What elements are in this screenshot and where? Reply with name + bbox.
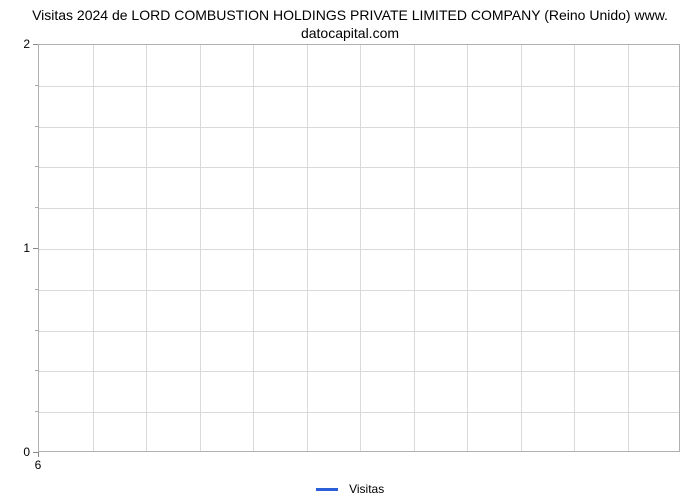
chart-container: Visitas 2024 de LORD COMBUSTION HOLDINGS… [0, 0, 700, 500]
gridline-vertical [628, 45, 629, 451]
y-axis-minor-tick [35, 411, 38, 412]
gridline-vertical [414, 45, 415, 451]
gridline-horizontal [39, 127, 679, 128]
y-axis-minor-tick [35, 85, 38, 86]
gridline-horizontal [39, 208, 679, 209]
y-axis-minor-tick [35, 330, 38, 331]
y-axis-minor-tick [35, 126, 38, 127]
gridline-horizontal [39, 290, 679, 291]
gridline-vertical [253, 45, 254, 451]
gridline-vertical [360, 45, 361, 451]
y-axis-label: 1 [6, 241, 30, 255]
x-axis-label: 6 [35, 458, 42, 472]
y-axis-minor-tick [35, 166, 38, 167]
y-axis-minor-tick [35, 289, 38, 290]
y-axis-minor-tick [35, 207, 38, 208]
x-axis-tick [38, 452, 39, 457]
gridline-vertical [146, 45, 147, 451]
y-axis-tick [33, 248, 38, 249]
y-axis-tick [33, 44, 38, 45]
chart-title: Visitas 2024 de LORD COMBUSTION HOLDINGS… [0, 6, 700, 42]
legend-swatch [316, 488, 338, 491]
gridline-vertical [200, 45, 201, 451]
plot-area [38, 44, 680, 452]
gridline-horizontal [39, 412, 679, 413]
gridline-horizontal [39, 371, 679, 372]
legend: Visitas [0, 481, 700, 496]
gridline-horizontal [39, 86, 679, 87]
gridline-horizontal [39, 249, 679, 250]
y-axis-label: 0 [6, 445, 30, 459]
gridline-horizontal [39, 331, 679, 332]
gridline-horizontal [39, 167, 679, 168]
chart-title-line1: Visitas 2024 de LORD COMBUSTION HOLDINGS… [32, 7, 668, 23]
gridline-vertical [307, 45, 308, 451]
gridline-vertical [467, 45, 468, 451]
gridline-vertical [574, 45, 575, 451]
chart-title-line2: datocapital.com [301, 25, 399, 41]
gridline-vertical [93, 45, 94, 451]
legend-label: Visitas [349, 482, 384, 496]
gridline-vertical [521, 45, 522, 451]
y-axis-minor-tick [35, 370, 38, 371]
y-axis-label: 2 [6, 37, 30, 51]
